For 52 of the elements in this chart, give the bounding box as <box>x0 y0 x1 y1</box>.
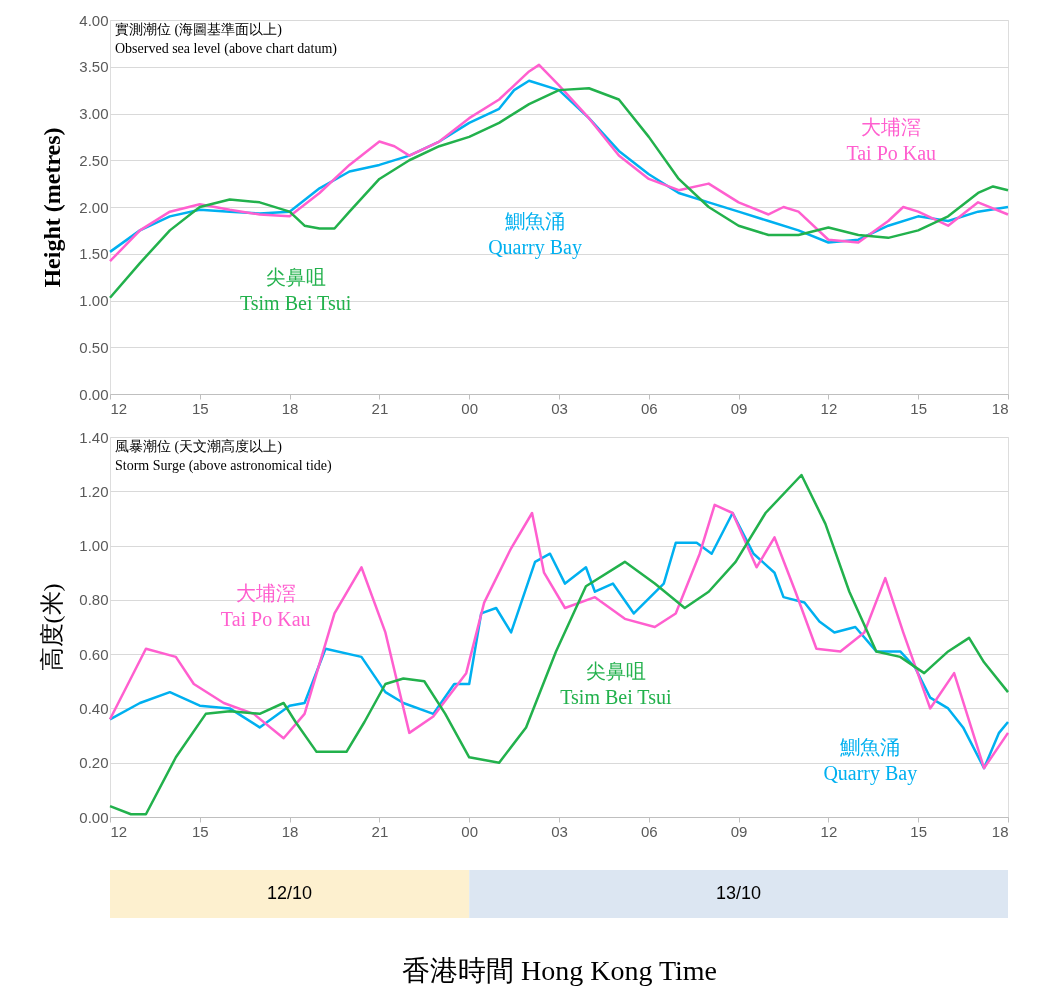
y-tick-label: 1.00 <box>79 537 109 555</box>
y-tick-label: 1.50 <box>79 245 109 263</box>
x-tick-label: 12 <box>820 822 838 840</box>
x-tick-label: 12 <box>820 399 838 417</box>
x-tick-label: 15 <box>191 822 209 840</box>
x-tick-label: 21 <box>371 399 389 417</box>
series-label: 大埔滘 Tai Po Kau <box>220 581 311 630</box>
x-tick-label: 00 <box>461 399 479 417</box>
text: 鰂魚涌 Quarry Bay <box>488 209 582 259</box>
x-tick-label: 15 <box>910 399 928 417</box>
x-tick-label: 12 <box>110 399 128 417</box>
x-tick-label: 03 <box>551 822 568 840</box>
y-tick-label: 3.50 <box>79 58 109 76</box>
y-tick-label: 0.80 <box>79 591 109 609</box>
x-tick-label: 18 <box>991 822 1009 840</box>
x-tick-label: 12 <box>110 822 128 840</box>
y-tick-label: 3.00 <box>79 105 109 122</box>
x-tick-label: 18 <box>281 822 299 840</box>
y-axis-title: Height (metres) <box>39 127 66 288</box>
y-tick-label: 1.40 <box>79 428 109 446</box>
text: 尖鼻咀 Tsim Bei Tsui <box>239 265 352 314</box>
y-tick-label: 0.40 <box>79 699 109 717</box>
text: 大埔滘 Tai Po Kau <box>846 116 937 165</box>
y-tick-label: 0.50 <box>79 338 109 356</box>
x-tick-label: 15 <box>191 399 209 417</box>
x-tick-label: 18 <box>991 399 1009 417</box>
y-tick-label: 2.00 <box>79 198 109 216</box>
x-tick-label: 00 <box>461 822 479 840</box>
y-tick-label: 0.00 <box>79 385 109 403</box>
x-tick-label: 09 <box>730 822 748 840</box>
x-tick-label: 18 <box>281 399 299 417</box>
x-tick-label: 06 <box>640 399 658 417</box>
y-axis-title: 高度(米) <box>39 583 66 672</box>
y-tick-label: 0.60 <box>79 645 109 663</box>
x-tick-label: 15 <box>910 822 928 840</box>
y-tick-label: 0.00 <box>79 808 109 826</box>
series-label: 尖鼻咀 Tsim Bei Tsui <box>560 660 672 709</box>
series-label: 鰂魚涌 Quarry Bay <box>823 736 918 786</box>
text: 風暴潮位 (天文潮高度以上) Storm Surge (above astronomical tide) <box>115 439 333 474</box>
x-axis-title: 香港時間 Hong Kong Time <box>401 954 718 986</box>
y-tick-label: 4.00 <box>79 11 109 29</box>
x-tick-label: 21 <box>371 822 389 840</box>
x-tick-label: 06 <box>640 822 658 840</box>
x-tick-label: 03 <box>551 399 568 417</box>
text: 12/10 <box>267 883 313 903</box>
x-tick-label: 09 <box>730 399 748 417</box>
text: 13/10 <box>716 883 762 903</box>
y-tick-label: 1.00 <box>79 292 109 309</box>
y-tick-label: 1.20 <box>79 482 109 500</box>
y-tick-label: 0.20 <box>79 754 109 772</box>
y-tick-label: 2.50 <box>79 151 109 169</box>
text: 實測潮位 (海圖基準面以上) Observed sea level (above chart datum) <box>115 22 338 57</box>
